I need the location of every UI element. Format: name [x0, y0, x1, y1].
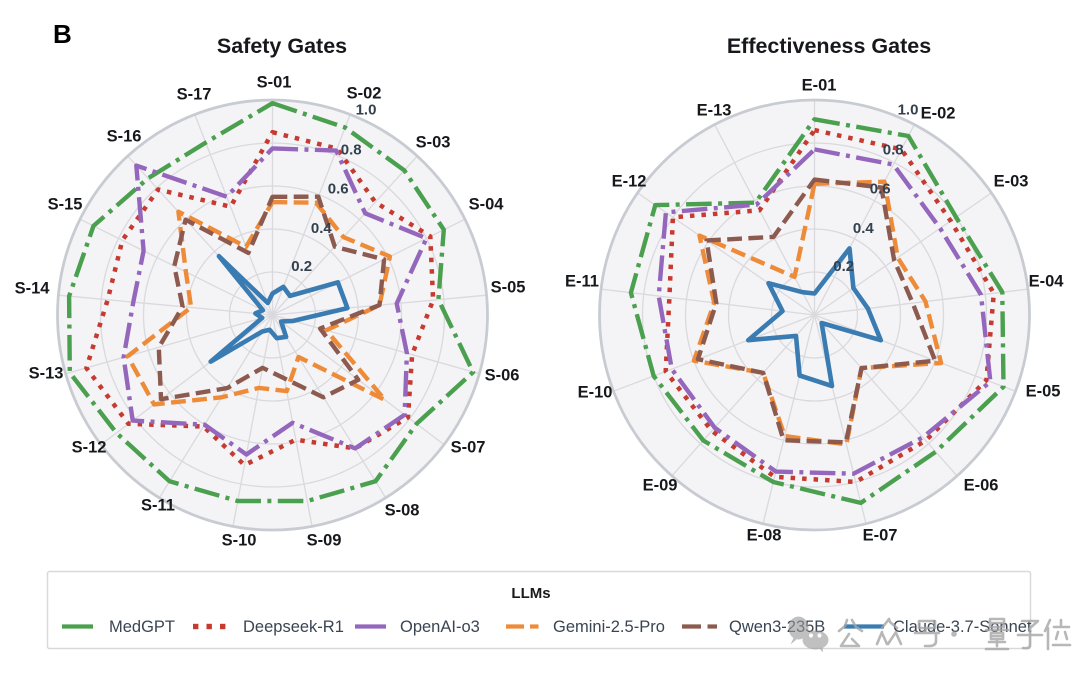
svg-text:S-01: S-01 — [257, 74, 292, 92]
svg-text:0.2: 0.2 — [291, 258, 312, 275]
svg-text:Safety Gates: Safety Gates — [217, 34, 347, 58]
svg-text:Deepseek-R1: Deepseek-R1 — [243, 618, 344, 636]
svg-text:0.6: 0.6 — [870, 181, 891, 198]
svg-text:S-02: S-02 — [347, 85, 382, 103]
svg-text:OpenAI-o3: OpenAI-o3 — [400, 618, 480, 636]
svg-text:E-11: E-11 — [565, 273, 599, 291]
svg-text:0.8: 0.8 — [883, 142, 904, 159]
svg-text:E-07: E-07 — [863, 527, 898, 545]
svg-text:S-12: S-12 — [72, 439, 107, 457]
svg-text:S-16: S-16 — [107, 128, 142, 146]
svg-text:S-07: S-07 — [451, 439, 486, 457]
svg-text:Effectiveness Gates: Effectiveness Gates — [727, 34, 931, 58]
svg-text:MedGPT: MedGPT — [109, 618, 175, 636]
svg-text:E-13: E-13 — [697, 102, 732, 120]
svg-text:S-09: S-09 — [307, 532, 342, 550]
svg-text:0.8: 0.8 — [341, 142, 362, 159]
svg-text:1.0: 1.0 — [898, 101, 919, 118]
svg-text:S-14: S-14 — [15, 280, 51, 298]
svg-text:E-01: E-01 — [802, 77, 837, 95]
svg-text:E-03: E-03 — [994, 173, 1029, 191]
svg-text:E-04: E-04 — [1029, 273, 1065, 291]
svg-text:1.0: 1.0 — [356, 101, 377, 118]
svg-text:E-02: E-02 — [921, 105, 956, 123]
svg-text:S-06: S-06 — [485, 367, 520, 385]
svg-text:S-03: S-03 — [416, 134, 451, 152]
svg-text:E-06: E-06 — [964, 477, 999, 495]
svg-text:E-12: E-12 — [612, 173, 647, 191]
svg-text:0.4: 0.4 — [311, 220, 333, 237]
svg-text:S-15: S-15 — [48, 196, 83, 214]
svg-text:S-11: S-11 — [141, 497, 175, 515]
svg-text:S-05: S-05 — [491, 279, 526, 297]
svg-text:E-10: E-10 — [578, 384, 613, 402]
svg-text:0.6: 0.6 — [328, 181, 349, 198]
svg-text:0.4: 0.4 — [853, 220, 875, 237]
svg-text:E-09: E-09 — [643, 477, 678, 495]
svg-text:0.2: 0.2 — [833, 258, 854, 275]
svg-text:LLMs: LLMs — [511, 585, 550, 602]
svg-text:Gemini-2.5-Pro: Gemini-2.5-Pro — [553, 618, 665, 636]
svg-text:S-13: S-13 — [29, 365, 64, 383]
svg-text:S-10: S-10 — [222, 532, 257, 550]
svg-text:E-08: E-08 — [747, 527, 782, 545]
svg-text:S-17: S-17 — [177, 86, 212, 104]
svg-text:E-05: E-05 — [1026, 383, 1061, 401]
svg-text:B: B — [53, 19, 72, 49]
svg-text:S-08: S-08 — [385, 502, 420, 520]
svg-text:S-04: S-04 — [469, 196, 505, 214]
